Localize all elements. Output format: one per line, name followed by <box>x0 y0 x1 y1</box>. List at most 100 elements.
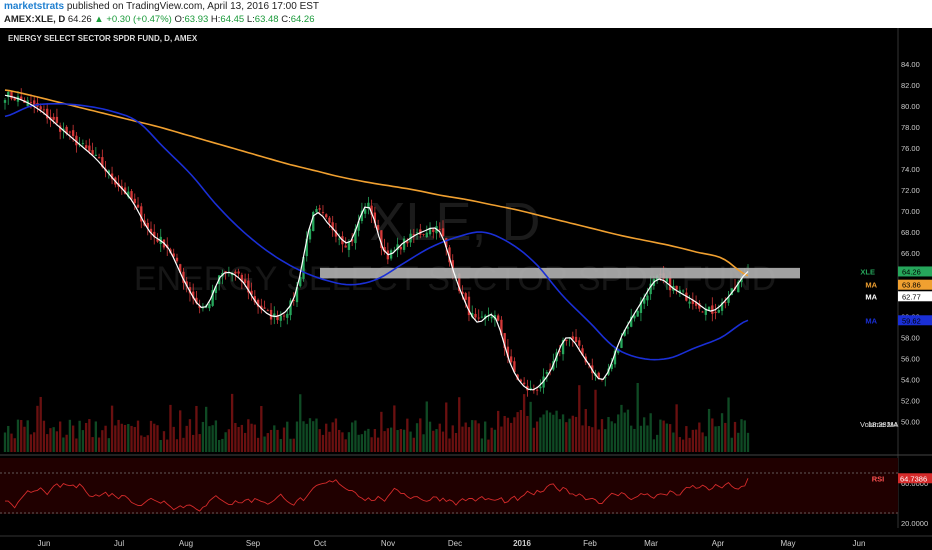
volume-bar <box>130 425 133 452</box>
volume-bar <box>633 428 636 452</box>
volume-bar <box>597 429 600 452</box>
volume-bar <box>107 438 110 452</box>
candle-body <box>357 221 360 231</box>
volume-bar <box>685 426 688 452</box>
volume-bar <box>159 439 162 452</box>
volume-bar <box>451 425 454 452</box>
volume-bar <box>237 426 240 452</box>
candle-body <box>711 305 714 314</box>
price-label-name: MA <box>865 316 877 325</box>
candle-body <box>604 377 607 379</box>
volume-bar <box>84 422 88 452</box>
volume-bar <box>146 435 149 452</box>
volume-bar <box>497 410 500 452</box>
candle-body <box>471 312 474 318</box>
volume-bar <box>574 416 578 452</box>
volume-bar <box>662 420 665 452</box>
candle-body <box>698 303 701 309</box>
volume-bar <box>94 421 98 452</box>
candle-body <box>707 306 711 311</box>
price-label-name: MA <box>865 292 877 301</box>
volume-bar <box>545 410 549 452</box>
volume-bar <box>471 420 474 452</box>
volume-bar <box>65 434 68 452</box>
candle-body <box>269 309 273 320</box>
volume-bar <box>617 414 620 452</box>
price-label-value: 62.77 <box>902 292 921 301</box>
volume-bar <box>594 389 597 452</box>
candle-body <box>195 297 198 304</box>
volume-bar <box>325 423 328 452</box>
volume-bar <box>441 431 445 452</box>
volume-bar <box>169 404 172 452</box>
candle-body <box>513 361 516 373</box>
price-chart[interactable]: XLE, D ENERGY SELECT SECTOR SPDR FUND EN… <box>0 28 932 550</box>
volume-bar <box>318 429 321 452</box>
candle-body <box>503 333 506 349</box>
candle-body <box>509 356 513 363</box>
candle-body <box>581 348 584 356</box>
volume-bar <box>370 437 373 452</box>
candle-body <box>179 264 182 273</box>
volume-bar <box>282 427 286 452</box>
volume-bar <box>81 430 85 452</box>
candle-body <box>425 232 428 238</box>
close-value: 64.26 <box>290 14 315 25</box>
low-value: 63.48 <box>254 14 279 25</box>
price-axis[interactable]: 84.00 82.00 80.00 78.00 76.00 74.00 72.00 70.00… <box>901 60 920 427</box>
volume-bar <box>172 426 175 452</box>
volume-bar <box>380 411 383 452</box>
time-tick-label: May <box>780 539 795 548</box>
volume-bar <box>613 423 617 452</box>
volume-bar <box>604 429 607 452</box>
price-labels: XLE 64.26 MA 63.86 MA 62.77 MA 59.62 <box>860 266 932 326</box>
price-tick-label: 80.00 <box>901 102 920 111</box>
candle-body <box>694 302 698 306</box>
volume-bar <box>402 429 406 452</box>
candle-body <box>367 202 370 209</box>
candle-body <box>519 379 523 382</box>
volume-bar <box>201 421 205 452</box>
candle-body <box>415 232 419 234</box>
volume-bar <box>321 434 325 452</box>
candle-body <box>318 208 321 210</box>
volume-bar <box>675 404 678 452</box>
candle-body <box>412 234 415 236</box>
volume-bar <box>396 430 399 452</box>
volume-bar <box>513 417 516 452</box>
candle-body <box>714 311 717 314</box>
candle-body <box>360 210 364 222</box>
ma-short-line <box>4 94 749 391</box>
volume-bar <box>578 385 581 452</box>
candle-body <box>380 230 383 249</box>
candle-body <box>185 281 188 287</box>
candle-body <box>91 150 94 155</box>
candle-body <box>396 244 399 251</box>
volume-bar <box>234 423 237 452</box>
volume-bar <box>681 439 685 452</box>
volume-bar <box>445 402 448 452</box>
volume-bar <box>279 439 282 452</box>
time-axis[interactable]: Jun Jul Aug Sep Oct Nov Dec 2016 Feb Mar Apr May Jun <box>38 539 866 548</box>
volume-bar <box>493 429 497 452</box>
rsi-value: 64.7386 <box>900 474 927 483</box>
volume-bar <box>535 421 539 452</box>
volume-bar <box>195 405 198 452</box>
volume-bar <box>198 434 201 452</box>
candle-body <box>20 96 23 100</box>
open-label: O: <box>174 14 185 25</box>
candle-body <box>263 307 266 309</box>
author-link[interactable]: marketstrats <box>4 1 65 12</box>
volume-bar <box>269 429 273 452</box>
candle-body <box>133 198 136 204</box>
volume-bar <box>240 424 244 452</box>
volume-ma-value: 18.282M <box>868 420 897 429</box>
volume-bar <box>42 420 46 452</box>
volume-bar <box>354 420 357 452</box>
candle-body <box>192 291 195 299</box>
last-price: 64.26 <box>67 14 92 25</box>
volume-bar <box>289 438 292 452</box>
ma-long-line <box>4 89 749 277</box>
volume-bars <box>3 383 750 452</box>
candle-body <box>308 228 312 240</box>
